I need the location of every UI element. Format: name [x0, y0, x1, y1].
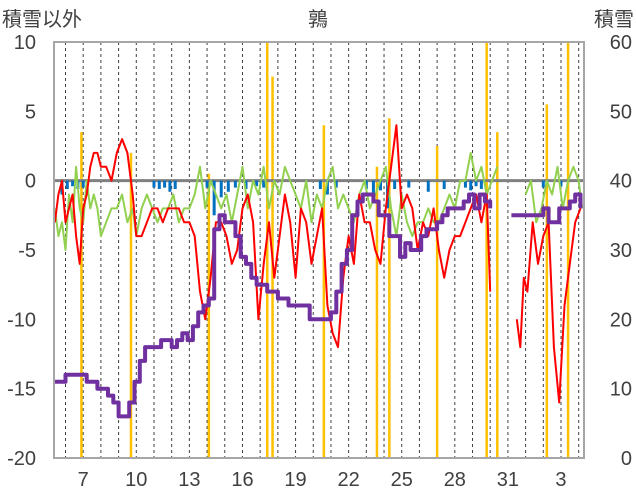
x-tick-label: 13 — [178, 469, 200, 491]
precipitation-bar — [262, 180, 266, 188]
right-tick-label: 60 — [610, 32, 632, 54]
precipitation-bar — [168, 180, 172, 192]
line-series — [53, 124, 584, 419]
x-tick-label: 7 — [78, 469, 89, 491]
right-tick-label: 30 — [610, 240, 632, 262]
left-tick-label: -15 — [7, 379, 36, 401]
x-tick-label: 19 — [284, 469, 306, 491]
precipitation-bar — [463, 180, 467, 188]
left-tick-label: -10 — [7, 309, 36, 331]
precipitation-bar — [474, 180, 478, 187]
precipitation-bar — [163, 180, 167, 188]
precipitation-bar — [157, 180, 161, 189]
precipitation-bar — [65, 180, 69, 189]
x-tick-label: 28 — [444, 469, 466, 491]
left-tick-label: 0 — [25, 171, 36, 193]
snow_depth-line — [54, 192, 583, 419]
x-tick-label: 16 — [231, 469, 253, 491]
precipitation-bar — [479, 180, 483, 189]
plot-border — [53, 41, 585, 459]
precipitation-bar — [469, 180, 473, 191]
plot-frame — [53, 41, 585, 459]
x-tick-label: 3 — [555, 469, 566, 491]
right-axis-title: 積雪 — [594, 7, 634, 31]
precipitation-bar — [371, 180, 375, 198]
temperature-line — [53, 124, 582, 404]
bar-series — [54, 42, 584, 458]
left-tick-label: 5 — [25, 101, 36, 123]
left-tick-label: -5 — [18, 240, 36, 262]
x-tick-label: 31 — [497, 469, 519, 491]
precipitation-bar — [233, 180, 237, 188]
left-axis-title: 積雪以外 — [2, 7, 82, 31]
precipitation-bar — [255, 180, 259, 187]
x-tick-label: 22 — [338, 469, 360, 491]
precipitation-bar — [334, 180, 338, 188]
x-tick-label: 10 — [125, 469, 147, 491]
x-axis-ticks: 7 10 13 16 19 22 25 28 31 3 — [78, 469, 567, 491]
precipitation-bar — [173, 180, 177, 189]
chart-title: 鶉 — [308, 7, 328, 31]
precipitation-bar — [71, 180, 75, 187]
precipitation-bar — [393, 180, 397, 189]
precipitation-bar — [378, 180, 382, 191]
left-axis-ticks: 10 5 0 -5 -10 -15 -20 — [7, 32, 36, 470]
precipitation-bar — [442, 180, 446, 189]
precipitation-bar — [226, 180, 230, 192]
precipitation-bar — [81, 180, 85, 188]
precipitation-bar — [244, 180, 248, 189]
right-tick-label: 10 — [610, 379, 632, 401]
precipitation-bar — [426, 180, 430, 192]
right-tick-label: 0 — [621, 448, 632, 470]
precipitation-bar — [407, 180, 411, 188]
left-tick-label: 10 — [14, 32, 36, 54]
precipitation-bar — [212, 180, 216, 216]
left-tick-label: -20 — [7, 448, 36, 470]
right-tick-label: 20 — [610, 309, 632, 331]
right-tick-label: 40 — [610, 171, 632, 193]
precipitation-bar — [541, 180, 545, 188]
precipitation-bar — [559, 180, 563, 187]
precipitation-bar — [152, 180, 156, 188]
right-tick-label: 50 — [610, 101, 632, 123]
x-tick-label: 25 — [391, 469, 413, 491]
precipitation-bar — [219, 180, 223, 198]
precipitation-bar — [205, 180, 209, 188]
precipitation-bar — [318, 180, 322, 189]
right-axis-ticks: 60 50 40 30 20 10 0 — [610, 32, 632, 470]
precipitation-bar — [325, 180, 329, 195]
